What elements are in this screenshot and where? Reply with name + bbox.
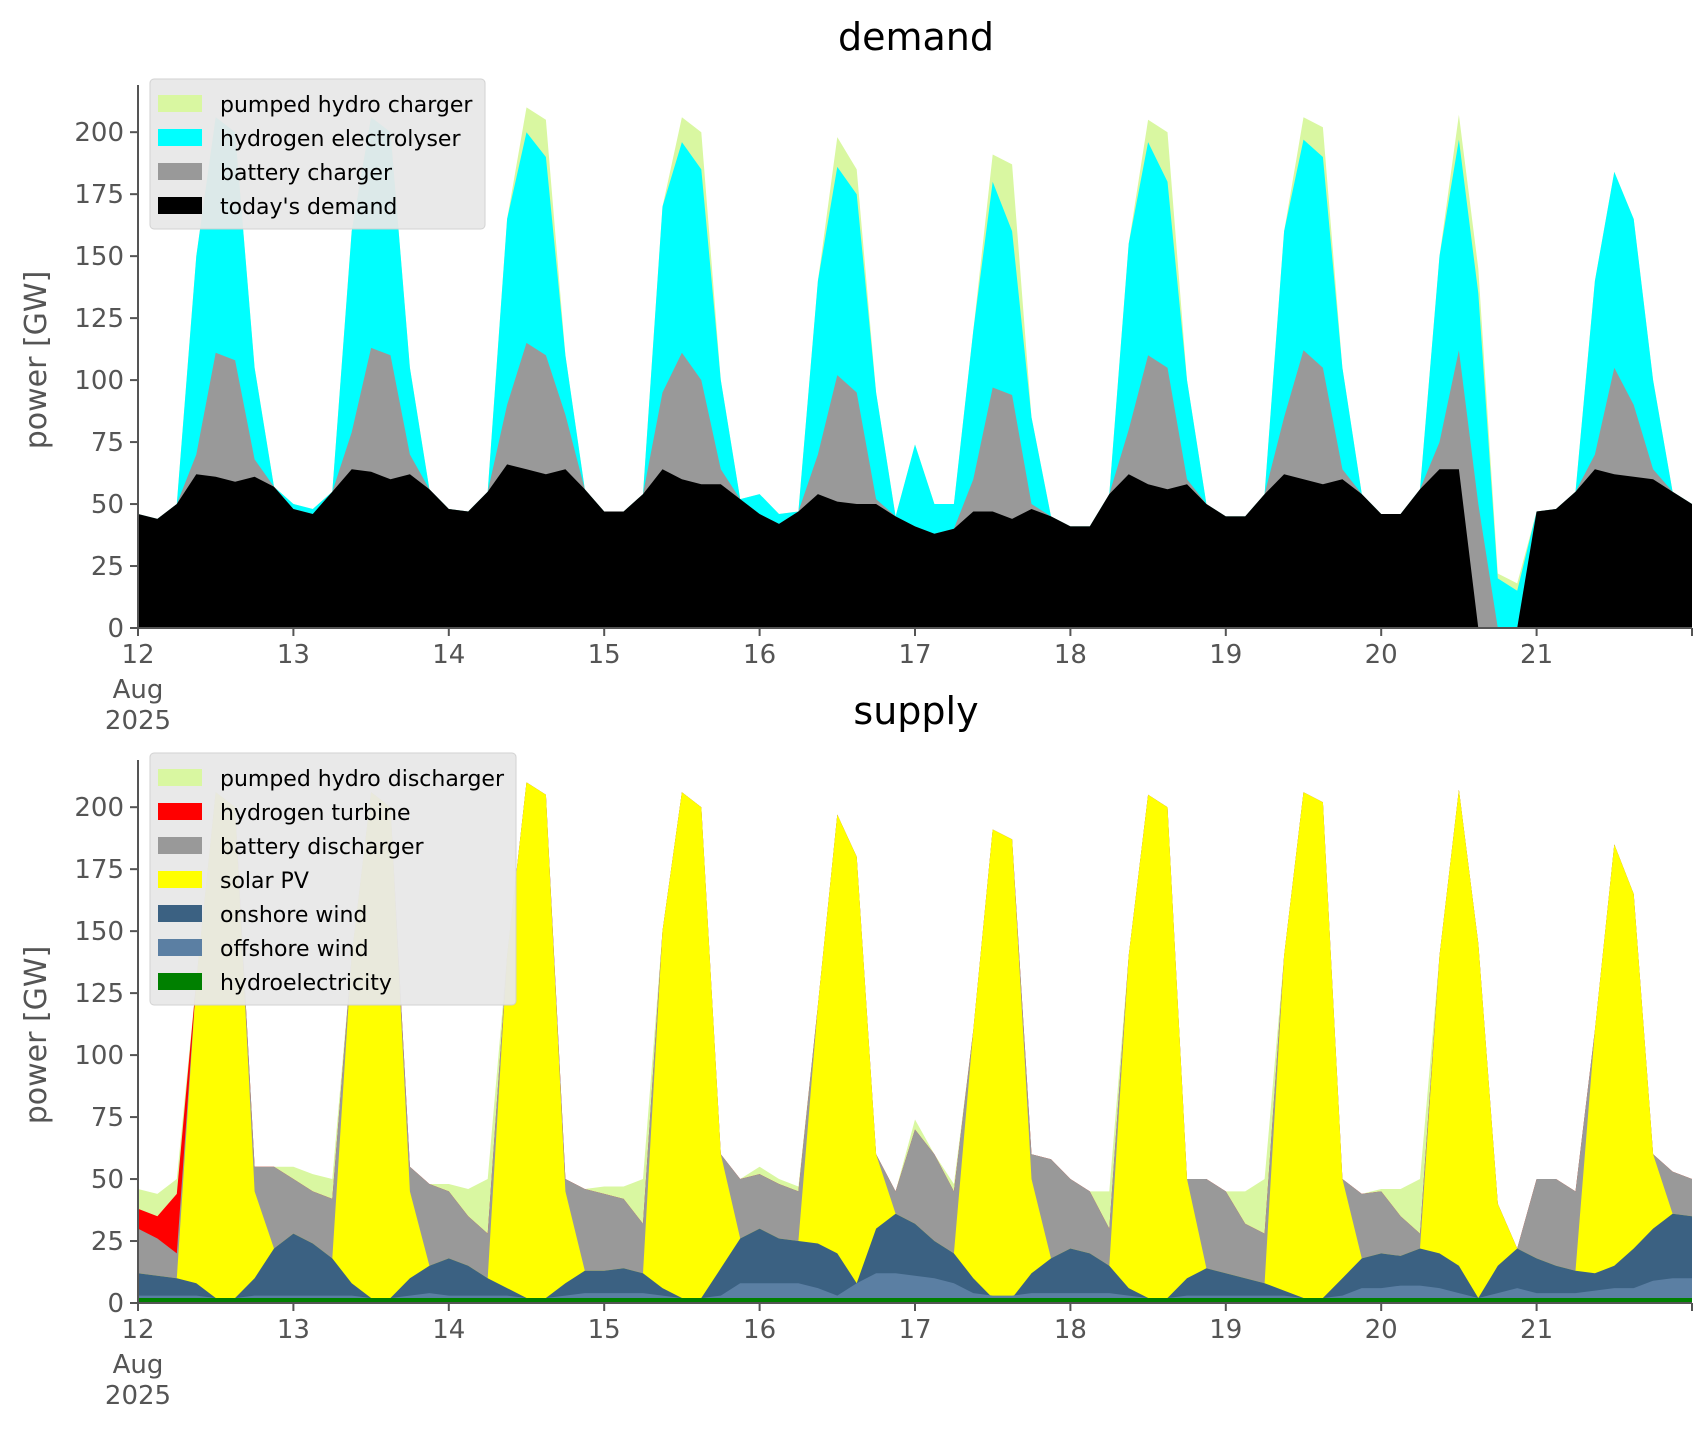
demand-x-tick-label: 14 (432, 640, 465, 670)
demand-areas (138, 107, 1692, 629)
supply-y-tick-label: 150 (74, 917, 124, 947)
demand-panel: demand power [GW] 0 25 50 75 100 125 150 175 200… (19, 15, 1693, 736)
demand-y-tick-label: 125 (74, 304, 124, 334)
demand-y-tick-label: 0 (107, 614, 124, 644)
demand-legend-label-hydrogen-electrolyser: hydrogen electrolyser (220, 127, 461, 152)
demand-y-tick-label: 200 (74, 118, 124, 148)
demand-y-tick-label: 100 (74, 366, 124, 396)
demand-y-tick-label: 75 (91, 428, 124, 458)
supply-panel: supply power [GW] 0 25 50 75 100 125 150 175 200… (19, 689, 1693, 1411)
demand-y-tick-label: 25 (91, 552, 124, 582)
demand-legend-swatch-pumped-hydro-charger (158, 95, 202, 112)
supply-legend-label-pumped-hydro-discharger: pumped hydro discharger (220, 767, 505, 792)
demand-x-tick-label: 19 (1209, 640, 1242, 670)
supply-x-tick-label: 15 (588, 1315, 621, 1345)
supply-x-tick-label: 18 (1054, 1315, 1087, 1345)
supply-x-tick-label: 21 (1520, 1315, 1553, 1345)
supply-legend: pumped hydro discharger hydrogen turbine b… (149, 752, 517, 1006)
demand-x-tick-label: 17 (898, 640, 931, 670)
supply-y-tick-label: 200 (74, 793, 124, 823)
supply-y-tick-label: 75 (91, 1103, 124, 1133)
supply-series-hydroelectricity (138, 1298, 1692, 1303)
supply-legend-label-battery-discharger: battery discharger (220, 835, 425, 860)
demand-x-tick-sublabel: Aug (113, 675, 164, 705)
supply-legend-box (149, 752, 517, 1006)
supply-x-tick-label: 19 (1209, 1315, 1242, 1345)
supply-legend-swatch-pumped-hydro-discharger (158, 769, 202, 786)
demand-title: demand (838, 15, 994, 59)
demand-legend-label-pumped-hydro-charger: pumped hydro charger (220, 93, 473, 118)
supply-y-tick-label: 0 (107, 1289, 124, 1319)
demand-ylabel: power [GW] (19, 271, 54, 450)
supply-y-tick-label: 100 (74, 1041, 124, 1071)
supply-x-tick-label: 13 (277, 1315, 310, 1345)
supply-x-tick-label: 20 (1365, 1315, 1398, 1345)
supply-legend-label-offshore-wind: offshore wind (220, 937, 369, 962)
supply-legend-label-onshore-wind: onshore wind (220, 903, 367, 928)
supply-series-onshore-wind (138, 1213, 1692, 1303)
supply-y-tick-label: 125 (74, 979, 124, 1009)
demand-y-tick-label: 150 (74, 242, 124, 272)
supply-legend-swatch-onshore-wind (158, 905, 202, 922)
supply-x-tick-label: 14 (432, 1315, 465, 1345)
supply-x-tick-sublabel: 2025 (105, 1381, 171, 1411)
demand-x-tick-label: 13 (277, 640, 310, 670)
supply-y-tick-label: 25 (91, 1227, 124, 1257)
supply-title: supply (853, 689, 978, 733)
demand-series-today-s-demand (138, 464, 1692, 628)
demand-x-tick-label: 12 (121, 640, 154, 670)
demand-legend: pumped hydro charger hydrogen electrolyse… (149, 78, 486, 230)
supply-y-tick-label: 50 (91, 1165, 124, 1195)
demand-legend-swatch-today-s-demand (158, 197, 202, 214)
supply-legend-label-hydroelectricity: hydroelectricity (220, 971, 392, 996)
supply-areas (138, 782, 1692, 1303)
supply-x-tick-label: 12 (121, 1315, 154, 1345)
supply-legend-swatch-solar-pv (158, 871, 202, 888)
demand-x-tick-label: 15 (588, 640, 621, 670)
demand-x-tick-label: 16 (743, 640, 776, 670)
supply-ylabel: power [GW] (19, 946, 54, 1125)
supply-legend-label-solar-pv: solar PV (220, 869, 309, 894)
demand-legend-swatch-battery-charger (158, 163, 202, 180)
supply-legend-swatch-hydroelectricity (158, 973, 202, 990)
supply-y-tick-label: 175 (74, 855, 124, 885)
supply-x-tick-sublabel: Aug (113, 1350, 164, 1380)
supply-series-solar-pv (138, 782, 1692, 1303)
demand-x-tick-label: 18 (1054, 640, 1087, 670)
demand-legend-box (149, 78, 486, 230)
supply-legend-swatch-battery-discharger (158, 837, 202, 854)
supply-legend-label-hydrogen-turbine: hydrogen turbine (220, 801, 411, 826)
supply-legend-swatch-offshore-wind (158, 939, 202, 956)
supply-x-tick-label: 17 (898, 1315, 931, 1345)
demand-y-tick-label: 50 (91, 490, 124, 520)
demand-legend-label-battery-charger: battery charger (220, 161, 393, 186)
supply-series-offshore-wind (138, 1273, 1692, 1303)
demand-legend-swatch-hydrogen-electrolyser (158, 129, 202, 146)
supply-x-tick-label: 16 (743, 1315, 776, 1345)
demand-x-tick-label: 21 (1520, 640, 1553, 670)
demand-y-tick-label: 175 (74, 180, 124, 210)
demand-x-tick-sublabel: 2025 (105, 706, 171, 736)
demand-legend-label-today-s-demand: today's demand (220, 195, 397, 220)
supply-legend-swatch-hydrogen-turbine (158, 803, 202, 820)
demand-x-tick-label: 20 (1365, 640, 1398, 670)
